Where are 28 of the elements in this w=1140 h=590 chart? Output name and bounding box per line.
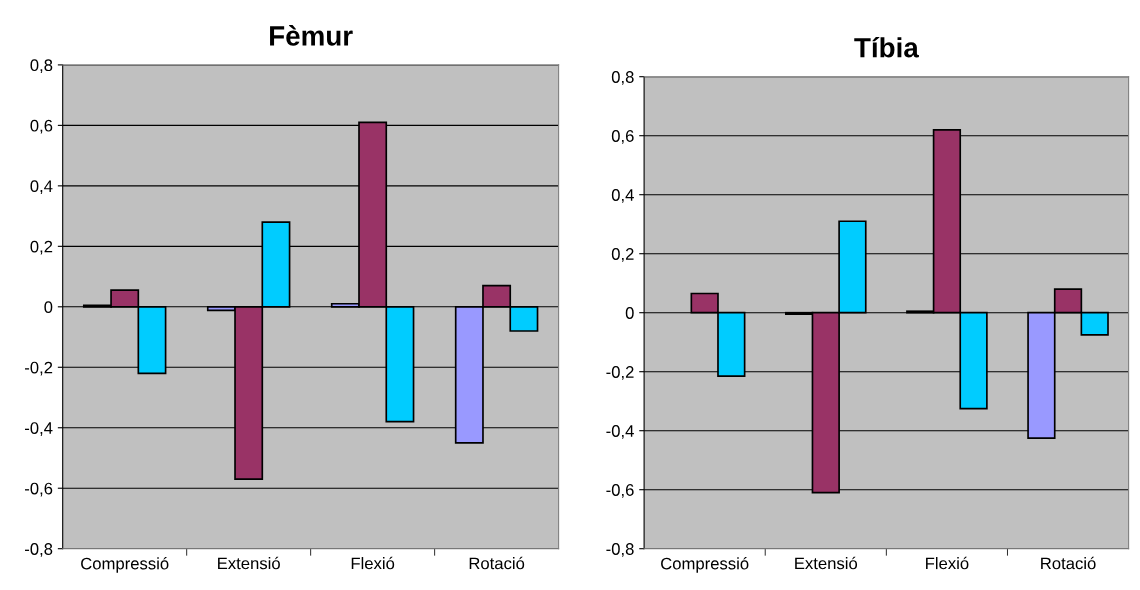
x-tick-label: Compressió [661,557,749,573]
y-tick-label: -0,8 [25,543,53,557]
y-tick-label: 0,8 [30,59,53,74]
x-tick-label: Extensió [795,556,858,570]
y-tick-label: 0,8 [611,71,634,85]
x-tick-label: Rotació [1041,556,1096,570]
y-tick-label: 0 [625,307,634,319]
y-tick-label: 0,2 [30,240,53,255]
chart-title: Tíbia [854,36,919,58]
y-tick-label: 0,4 [611,189,634,203]
y-tick-label: -0,6 [25,482,53,497]
y-tick-label: 0,6 [611,130,634,144]
y-tick-label: -0,4 [606,425,634,439]
y-tick-label: -0,8 [606,543,634,557]
y-tick-label: 0,4 [30,180,53,195]
y-tick-label: 0,6 [30,119,53,134]
x-tick-label: Extensió [218,556,280,570]
x-tick-label: Flexió [351,556,395,570]
y-tick-label: -0,6 [606,484,634,498]
chart-title: Fèmur [270,25,353,46]
x-tick-label: Rotació [469,556,525,570]
x-tick-label: Compressió [81,557,169,573]
y-tick-label: 0 [44,301,53,313]
y-tick-label: -0,4 [25,422,53,436]
y-tick-label: 0,2 [611,248,634,262]
y-tick-label: -0,2 [25,361,53,376]
y-tick-label: -0,2 [606,366,634,380]
x-tick-label: Flexió [926,556,969,570]
